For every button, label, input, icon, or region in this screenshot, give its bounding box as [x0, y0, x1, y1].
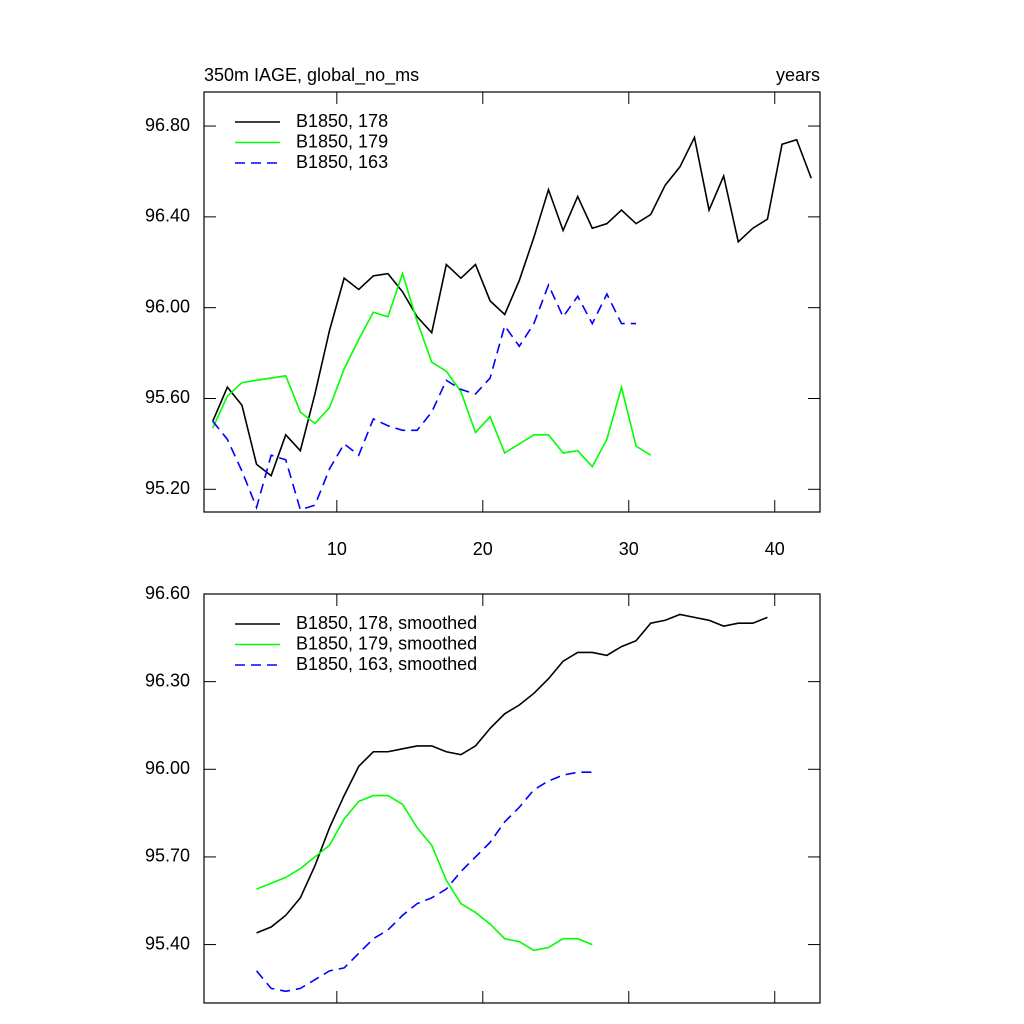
legend-label: B1850, 178 — [296, 111, 388, 131]
x-tick-label: 20 — [473, 539, 493, 559]
legend-label: B1850, 163 — [296, 152, 388, 172]
series-line — [212, 134, 812, 477]
x-tick-label: 40 — [765, 539, 785, 559]
y-tick-label: 96.00 — [145, 296, 190, 316]
series-line — [256, 794, 593, 952]
legend-label: B1850, 179, smoothed — [296, 633, 477, 653]
y-tick-label: 96.60 — [145, 583, 190, 603]
x-tick-label: 10 — [327, 539, 347, 559]
y-tick-label: 95.60 — [145, 387, 190, 407]
legend-label: B1850, 163, smoothed — [296, 654, 477, 674]
series-line — [255, 771, 593, 993]
y-tick-label: 96.40 — [145, 206, 190, 226]
y-tick-label: 96.80 — [145, 115, 190, 135]
series-line — [256, 613, 768, 934]
y-tick-label: 95.40 — [145, 933, 190, 953]
legend-label: B1850, 178, smoothed — [296, 613, 477, 633]
x-tick-label: 30 — [619, 539, 639, 559]
plot-frame — [203, 593, 821, 1004]
chart-subtitle: years — [776, 65, 820, 85]
legend-label: B1850, 179 — [296, 131, 388, 151]
series-line — [212, 271, 652, 468]
chart-title: 350m IAGE, global_no_ms — [204, 65, 419, 86]
plot-frame — [203, 91, 821, 513]
y-tick-label: 96.00 — [145, 758, 190, 778]
series-line — [212, 282, 637, 511]
y-tick-label: 95.70 — [145, 846, 190, 866]
y-tick-label: 95.20 — [145, 478, 190, 498]
y-tick-label: 96.30 — [145, 670, 190, 690]
